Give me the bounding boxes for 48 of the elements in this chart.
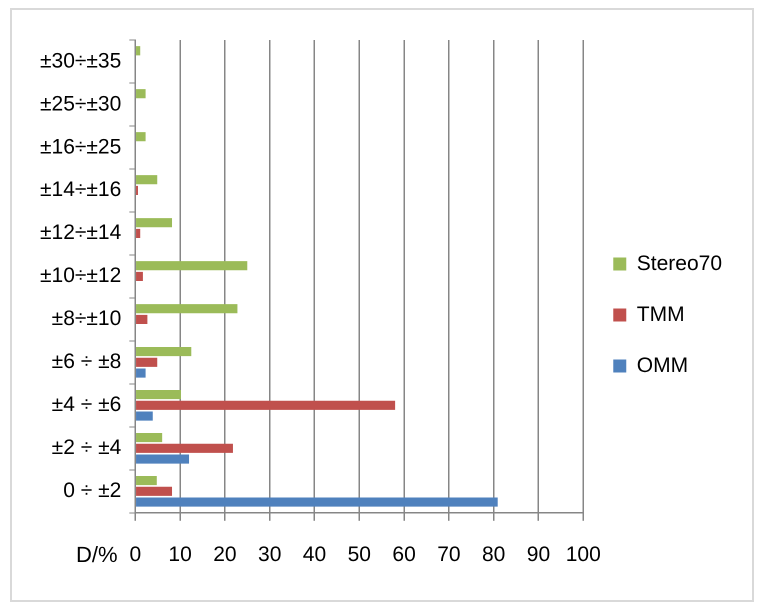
legend-label: TMM	[636, 302, 685, 326]
bar	[136, 218, 172, 228]
x-tick-label: 90	[526, 543, 550, 566]
bar	[136, 454, 190, 464]
x-tick-label: 50	[348, 543, 371, 566]
x-tick-label: 100	[566, 543, 601, 566]
bar	[136, 132, 146, 142]
bar	[136, 368, 146, 378]
x-tick-label: 30	[258, 543, 282, 566]
bar	[136, 412, 153, 421]
bar	[136, 497, 498, 507]
legend-label: OMM	[636, 354, 688, 377]
bar	[136, 433, 162, 442]
bar	[136, 476, 157, 486]
y-tick-label: ±10÷±12	[40, 264, 122, 288]
x-tick-label: 20	[213, 543, 237, 566]
y-tick-label: ±25÷±30	[40, 92, 122, 116]
bar	[136, 304, 238, 314]
y-tick-label: ±6 ÷ ±8	[52, 350, 122, 374]
bar	[136, 89, 146, 98]
legend-label: Stereo70	[636, 252, 722, 275]
bar	[136, 228, 140, 238]
bar	[136, 390, 181, 400]
bar	[136, 314, 148, 324]
y-tick-label: ±12÷±14	[40, 221, 122, 244]
y-tick-label: ±16÷±25	[40, 135, 122, 158]
x-tick-label: 80	[482, 543, 506, 566]
bar	[136, 486, 172, 496]
y-tick-label: ±2 ÷ ±4	[52, 436, 122, 460]
x-tick-label: 10	[168, 543, 192, 566]
y-tick-label: 0 ÷ ±2	[63, 479, 122, 502]
x-tick-label: 60	[392, 543, 416, 566]
bar	[136, 444, 233, 453]
x-tick-label: 40	[302, 543, 326, 566]
x-axis-title: D/%	[76, 542, 118, 568]
bar	[136, 400, 396, 410]
bar	[136, 46, 140, 56]
bar	[136, 175, 158, 184]
y-tick-label: ±14÷±16	[40, 178, 122, 202]
x-tick-label: 0	[129, 543, 142, 566]
bar	[136, 358, 158, 367]
y-tick-label: ±4 ÷ ±6	[52, 393, 122, 416]
bar	[136, 347, 192, 356]
y-tick-label: ±30÷±35	[40, 49, 122, 72]
x-tick-label: 70	[437, 543, 461, 566]
y-tick-label: ±8÷±10	[52, 307, 122, 330]
bar	[136, 261, 248, 270]
bar	[136, 272, 143, 281]
